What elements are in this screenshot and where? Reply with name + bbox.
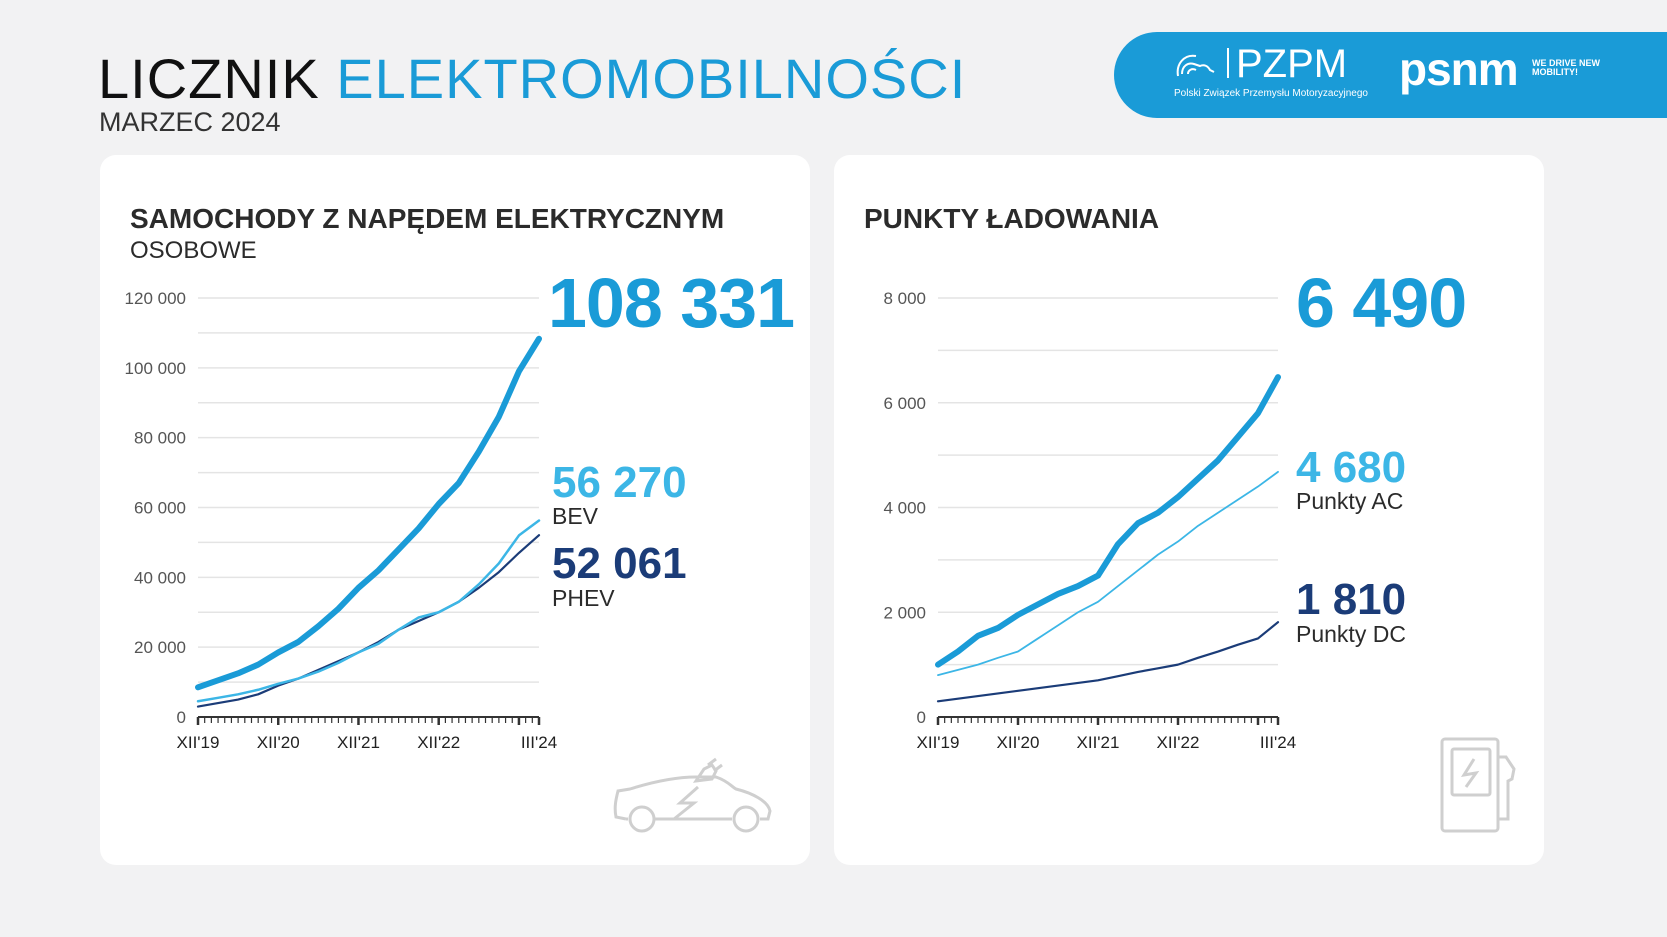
card-title: PUNKTY ŁADOWANIA [864,203,1160,234]
pzpm-logo-icon [1176,54,1215,77]
x-tick-label: XII'20 [997,733,1040,752]
y-tick-label: 120 000 [125,289,186,308]
series-line-total [935,374,1281,668]
logo-separator [1227,48,1229,78]
bev-label: BEV [552,503,599,529]
y-tick-label: 100 000 [125,359,186,378]
charging-points-chart: 0 2 000 4 000 6 000 8 000 XII'19 XII'20 XII'21 X… [883,289,1296,752]
x-tick-label: XII'21 [337,733,380,752]
y-tick-label: 0 [917,708,926,727]
dc-value: 1 810 [1296,575,1407,624]
y-tick-label: 4 000 [883,499,926,518]
ev-cars-card: SAMOCHODY Z NAPĘDEM ELEKTRYCZNYM OSOBOWE… [100,155,810,865]
title-part-2: ELEKTROMOBILNOŚCI [336,47,967,110]
y-tick-label: 8 000 [883,289,926,308]
card-subtitle: OSOBOWE [130,237,257,264]
series-line-punkty-ac [937,470,1279,676]
charging-points-card: PUNKTY ŁADOWANIA 0 2 000 4 000 6 000 8 000 XI… [834,155,1544,865]
series-line-punkty-dc [936,621,1280,703]
x-tick-label: III'24 [1260,733,1296,752]
x-tick-label: XII'22 [417,733,460,752]
dc-label: Punkty DC [1296,621,1406,647]
series-line-bev [196,519,541,703]
total-value: 108 331 [548,264,795,342]
page-title: LICZNIK ELEKTROMOBILNOŚCI [98,46,966,111]
phev-value: 52 061 [552,539,687,588]
ac-label: Punkty AC [1296,488,1404,514]
y-tick-label: 60 000 [134,499,186,518]
title-part-1: LICZNIK [98,47,320,110]
page-subtitle: MARZEC 2024 [99,107,281,137]
x-tick-label: XII'20 [257,733,300,752]
series-line-total [195,335,542,691]
ev-cars-chart: 0 20 000 40 000 60 000 80 000 100 000 120 000 X… [125,289,558,752]
y-tick-label: 6 000 [883,394,926,413]
y-tick-label: 80 000 [134,429,186,448]
pzpm-full-name: Polski Związek Przemysłu Motoryzacyjnego [1174,88,1368,99]
series-line-phev [196,534,541,708]
partner-banner: PZPM Polski Związek Przemysłu Motoryzacy… [1114,32,1667,118]
x-tick-label: III'24 [521,733,557,752]
psnm-logo: psnm [1399,43,1519,95]
total-value: 6 490 [1296,264,1467,342]
x-tick-label: XII'21 [1077,733,1120,752]
y-tick-label: 0 [177,708,186,727]
pzpm-logo: PZPM [1236,42,1348,86]
electric-car-icon [613,757,772,833]
charging-station-icon [1440,737,1516,833]
y-tick-label: 40 000 [134,568,186,587]
card-title: SAMOCHODY Z NAPĘDEM ELEKTRYCZNYM [130,203,725,234]
x-tick-label: XII'19 [177,733,220,752]
y-tick-label: 2 000 [883,603,926,622]
psnm-tagline: WE DRIVE NEW MOBILITY! [1532,58,1601,77]
x-tick-label: XII'22 [1157,733,1200,752]
phev-label: PHEV [552,585,615,611]
x-tick-label: XII'19 [917,733,960,752]
y-tick-label: 20 000 [134,638,186,657]
bev-value: 56 270 [552,458,687,507]
ac-value: 4 680 [1296,443,1407,492]
